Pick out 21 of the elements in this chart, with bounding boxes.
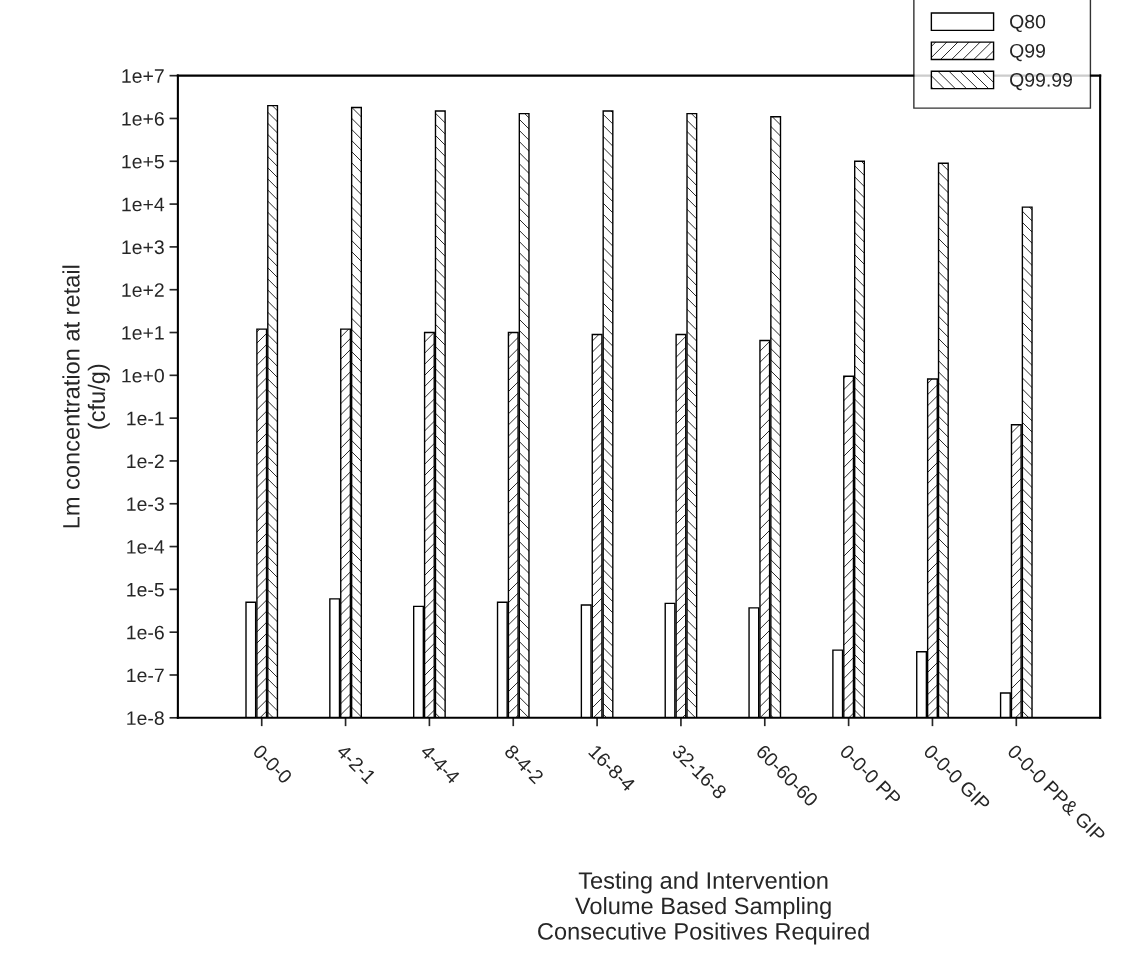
y-tick-label: 1e-6 xyxy=(127,625,164,640)
y-tick-label: 1e+7 xyxy=(122,69,164,83)
legend-label: Q99 xyxy=(1010,43,1045,62)
y-tick-label: 1e+4 xyxy=(122,197,165,212)
y-tick-label: 1e-4 xyxy=(127,540,165,554)
y-tick-label: 1e-2 xyxy=(127,454,164,469)
y-tick-label: 1e-5 xyxy=(127,583,164,597)
y-tick-label: 1e+3 xyxy=(122,240,164,255)
y-axis-title: Lm concentration at retail (cfu/g) xyxy=(62,265,110,528)
x-axis-title: Testing and Intervention Volume Based Sampling Consecutive Positives Required xyxy=(538,871,869,945)
y-tick-label: 1e+5 xyxy=(122,154,164,169)
y-tick-label: 1e+0 xyxy=(122,368,164,383)
legend-label: Q80 xyxy=(1010,14,1046,33)
y-tick-label: 1e-3 xyxy=(127,497,164,511)
legend-label: Q99.99 xyxy=(1010,73,1072,91)
y-tick-label: 1e-8 xyxy=(127,711,164,726)
y-tick-label: 1e+6 xyxy=(122,111,164,126)
y-tick-label: 1e-1 xyxy=(127,411,164,426)
y-tick-label: 1e+2 xyxy=(122,283,164,297)
y-tick-label: 1e+1 xyxy=(122,326,164,340)
y-tick-label: 1e-7 xyxy=(127,668,164,683)
